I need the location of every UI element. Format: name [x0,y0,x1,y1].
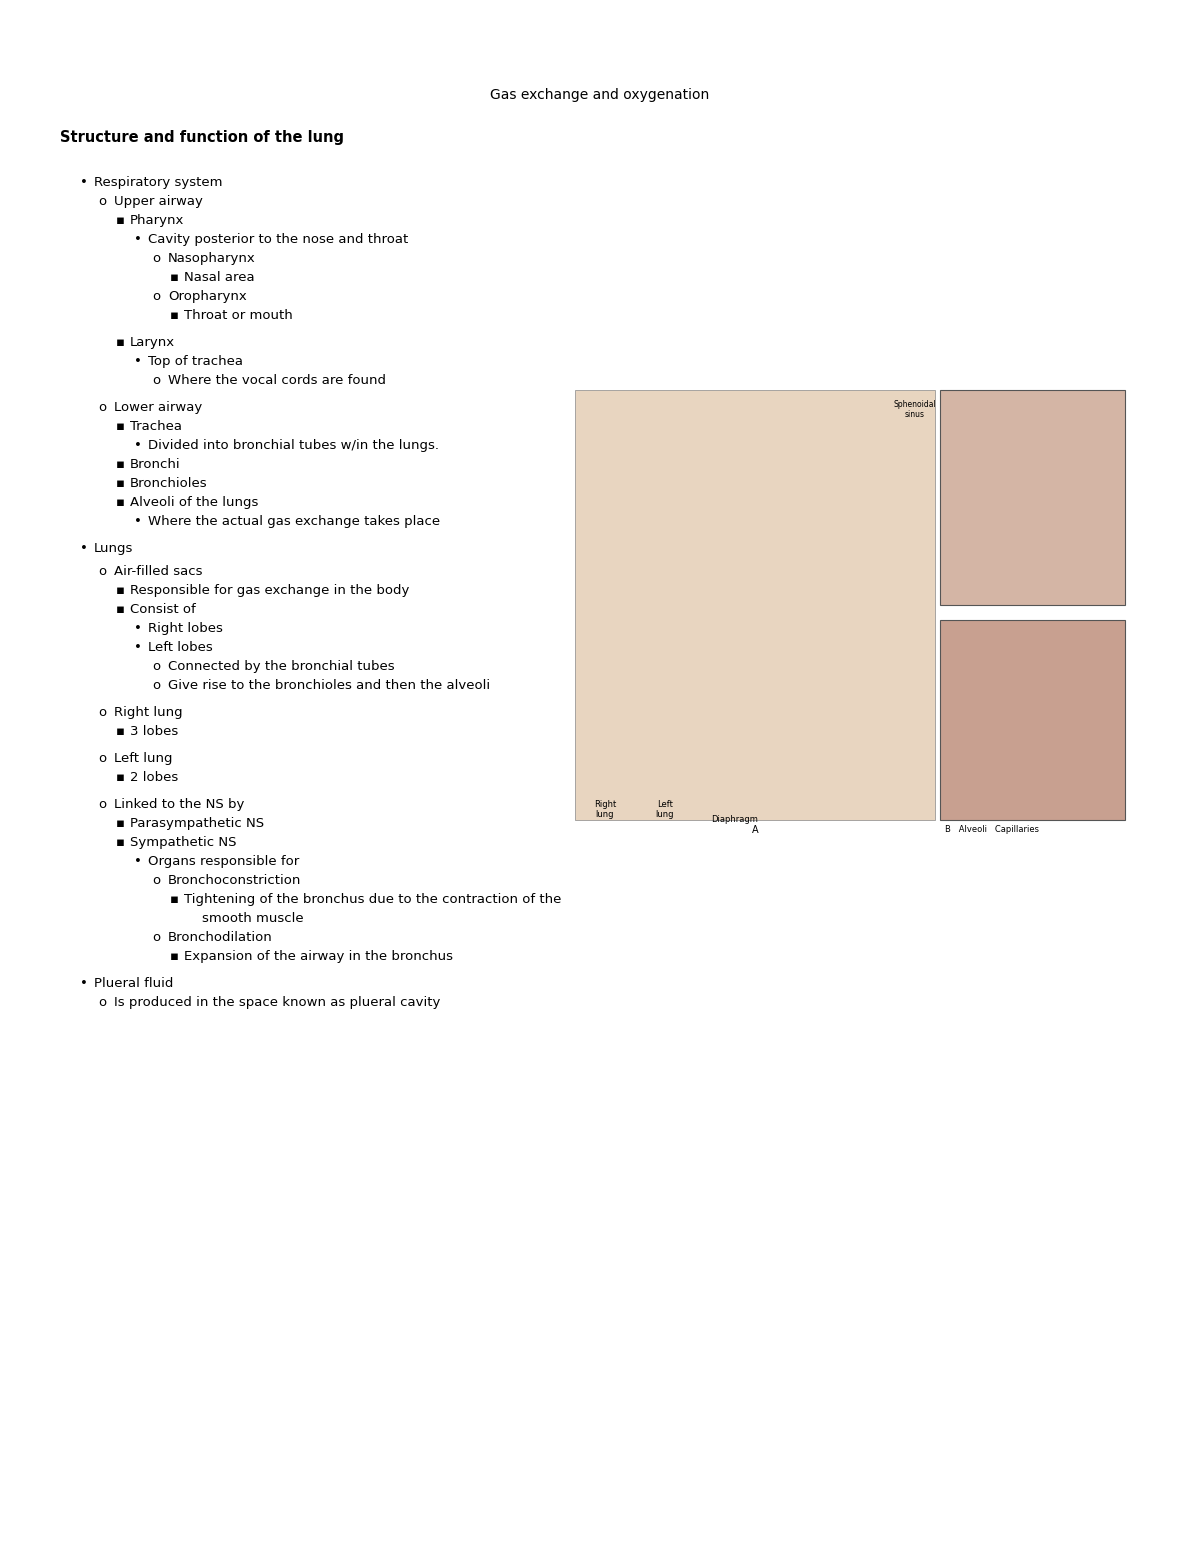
Text: ▪: ▪ [116,725,125,738]
Text: ▪: ▪ [116,584,125,596]
Text: ▪: ▪ [116,335,125,349]
Text: o: o [152,874,160,887]
Bar [940,390,1126,606]
Text: o: o [152,679,160,693]
Text: Left lobes: Left lobes [148,641,212,654]
Text: Parasympathetic NS: Parasympathetic NS [130,817,264,829]
Text: Structure and function of the lung: Structure and function of the lung [60,130,344,144]
Text: Give rise to the bronchioles and then the alveoli: Give rise to the bronchioles and then th… [168,679,490,693]
Text: Gas exchange and oxygenation: Gas exchange and oxygenation [490,89,709,102]
Text: o: o [98,401,106,415]
Text: Bronchioles: Bronchioles [130,477,208,491]
Text: Throat or mouth: Throat or mouth [184,309,293,321]
Text: ▪: ▪ [116,817,125,829]
Text: o: o [152,252,160,266]
Text: ▪: ▪ [116,458,125,471]
Bar [575,390,935,820]
Text: •: • [134,233,142,245]
Text: ▪: ▪ [116,603,125,617]
Text: Alveoli of the lungs: Alveoli of the lungs [130,495,258,509]
Text: Diaphragm: Diaphragm [712,815,758,825]
Text: B   Alveoli   Capillaries: B Alveoli Capillaries [946,825,1039,834]
Text: Where the vocal cords are found: Where the vocal cords are found [168,374,386,387]
Text: Pharynx: Pharynx [130,214,185,227]
Text: Trachea: Trachea [130,419,182,433]
Text: Is produced in the space known as plueral cavity: Is produced in the space known as pluera… [114,995,440,1009]
Text: o: o [98,798,106,811]
Text: ▪: ▪ [170,309,179,321]
Text: Left
lung: Left lung [655,800,674,820]
Text: o: o [152,374,160,387]
Text: •: • [80,542,88,554]
Text: Lungs: Lungs [94,542,133,554]
Text: Linked to the NS by: Linked to the NS by [114,798,245,811]
Text: Organs responsible for: Organs responsible for [148,856,299,868]
Text: Sympathetic NS: Sympathetic NS [130,836,236,849]
Text: •: • [134,623,142,635]
Text: o: o [152,930,160,944]
Text: Upper airway: Upper airway [114,196,203,208]
Text: 3 lobes: 3 lobes [130,725,179,738]
Text: o: o [98,565,106,578]
Text: o: o [98,995,106,1009]
Text: Nasopharynx: Nasopharynx [168,252,256,266]
Text: Expansion of the airway in the bronchus: Expansion of the airway in the bronchus [184,950,454,963]
Text: •: • [134,516,142,528]
Text: Tightening of the bronchus due to the contraction of the: Tightening of the bronchus due to the co… [184,893,562,905]
Text: Cavity posterior to the nose and throat: Cavity posterior to the nose and throat [148,233,408,245]
Text: Left lung: Left lung [114,752,173,766]
Text: •: • [134,641,142,654]
Text: ▪: ▪ [116,419,125,433]
Text: Lower airway: Lower airway [114,401,203,415]
Text: ▪: ▪ [116,214,125,227]
Text: Bronchodilation: Bronchodilation [168,930,272,944]
Text: Right lobes: Right lobes [148,623,223,635]
Text: Where the actual gas exchange takes place: Where the actual gas exchange takes plac… [148,516,440,528]
Text: •: • [134,856,142,868]
Text: Sphenoidal
sinus: Sphenoidal sinus [894,401,936,419]
Text: ▪: ▪ [170,272,179,284]
Text: ▪: ▪ [116,477,125,491]
Text: A: A [751,825,758,836]
Text: ▪: ▪ [170,893,179,905]
Text: Respiratory system: Respiratory system [94,175,222,189]
Text: o: o [98,752,106,766]
Text: Consist of: Consist of [130,603,196,617]
Text: o: o [152,290,160,303]
Text: 2 lobes: 2 lobes [130,770,179,784]
Text: Air-filled sacs: Air-filled sacs [114,565,203,578]
Text: Right
lung: Right lung [594,800,616,820]
Text: ▪: ▪ [116,836,125,849]
Text: Larynx: Larynx [130,335,175,349]
Text: Bronchoconstriction: Bronchoconstriction [168,874,301,887]
Text: Divided into bronchial tubes w/in the lungs.: Divided into bronchial tubes w/in the lu… [148,439,439,452]
Text: Top of trachea: Top of trachea [148,356,242,368]
Text: •: • [134,356,142,368]
Text: ▪: ▪ [116,495,125,509]
Text: Nasal area: Nasal area [184,272,254,284]
Text: smooth muscle: smooth muscle [202,912,304,926]
Text: o: o [152,660,160,672]
Text: Oropharynx: Oropharynx [168,290,247,303]
Text: ▪: ▪ [116,770,125,784]
Text: •: • [134,439,142,452]
Text: o: o [98,196,106,208]
Text: Bronchi: Bronchi [130,458,181,471]
Text: •: • [80,175,88,189]
Text: o: o [98,707,106,719]
Bar [940,620,1126,820]
Text: Plueral fluid: Plueral fluid [94,977,173,989]
Text: Right lung: Right lung [114,707,182,719]
Text: Responsible for gas exchange in the body: Responsible for gas exchange in the body [130,584,409,596]
Text: Connected by the bronchial tubes: Connected by the bronchial tubes [168,660,395,672]
Text: ▪: ▪ [170,950,179,963]
Text: •: • [80,977,88,989]
